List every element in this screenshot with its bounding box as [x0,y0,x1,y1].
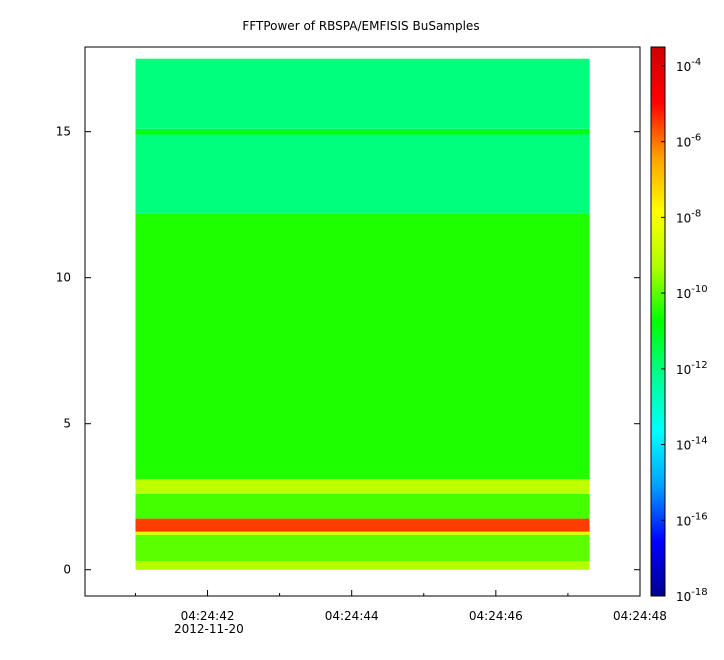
colorbar-tick-label: 10-8 [676,208,701,225]
colorbar-tick-label: 10-10 [676,284,708,301]
spectrogram-band [135,561,590,570]
spectrogram-band [135,518,590,532]
colorbar-tick-label: 10-4 [676,57,701,74]
spectrogram-band [135,134,590,214]
chart-title: FFTPower of RBSPA/EMFISIS BuSamples [242,19,479,33]
spectrogram-band [135,534,590,561]
spectrogram-image [135,58,590,570]
colorbar-tick-label: 10-6 [676,133,701,150]
x-tick-label: 04:24:44 [325,609,379,623]
colorbar-tick-label: 10-18 [676,587,708,604]
spectrogram-band [135,58,590,129]
x-tick-label: 04:24:48 [613,609,667,623]
spectrogram-band [135,531,590,535]
x-tick-label: 04:24:46 [469,609,523,623]
colorbar [650,46,666,597]
y-tick-label: 5 [63,417,71,431]
spectrogram-band [135,493,590,519]
x-tick-label: 04:24:42 [181,609,235,623]
y-tick-label: 15 [56,125,71,139]
colorbar-tick-label: 10-16 [676,511,708,528]
x-date-label: 2012-11-20 [174,622,244,636]
colorbar-tick-label: 10-14 [676,436,708,453]
colorbar-ticks: 10-4 10-6 10-8 10-10 10-12 10-14 10-16 10-18 [661,57,708,604]
spectrogram-band [135,479,590,494]
colorbar-tick-label: 10-12 [676,360,708,377]
spectrogram-band [135,128,590,135]
y-tick-label: 0 [63,563,71,577]
y-axis: 0 5 10 15 [56,125,640,577]
x-axis: 04:24:42 04:24:44 04:24:46 04:24:48 [134,590,667,623]
spectrogram-band [135,213,590,480]
y-tick-label: 10 [56,271,71,285]
